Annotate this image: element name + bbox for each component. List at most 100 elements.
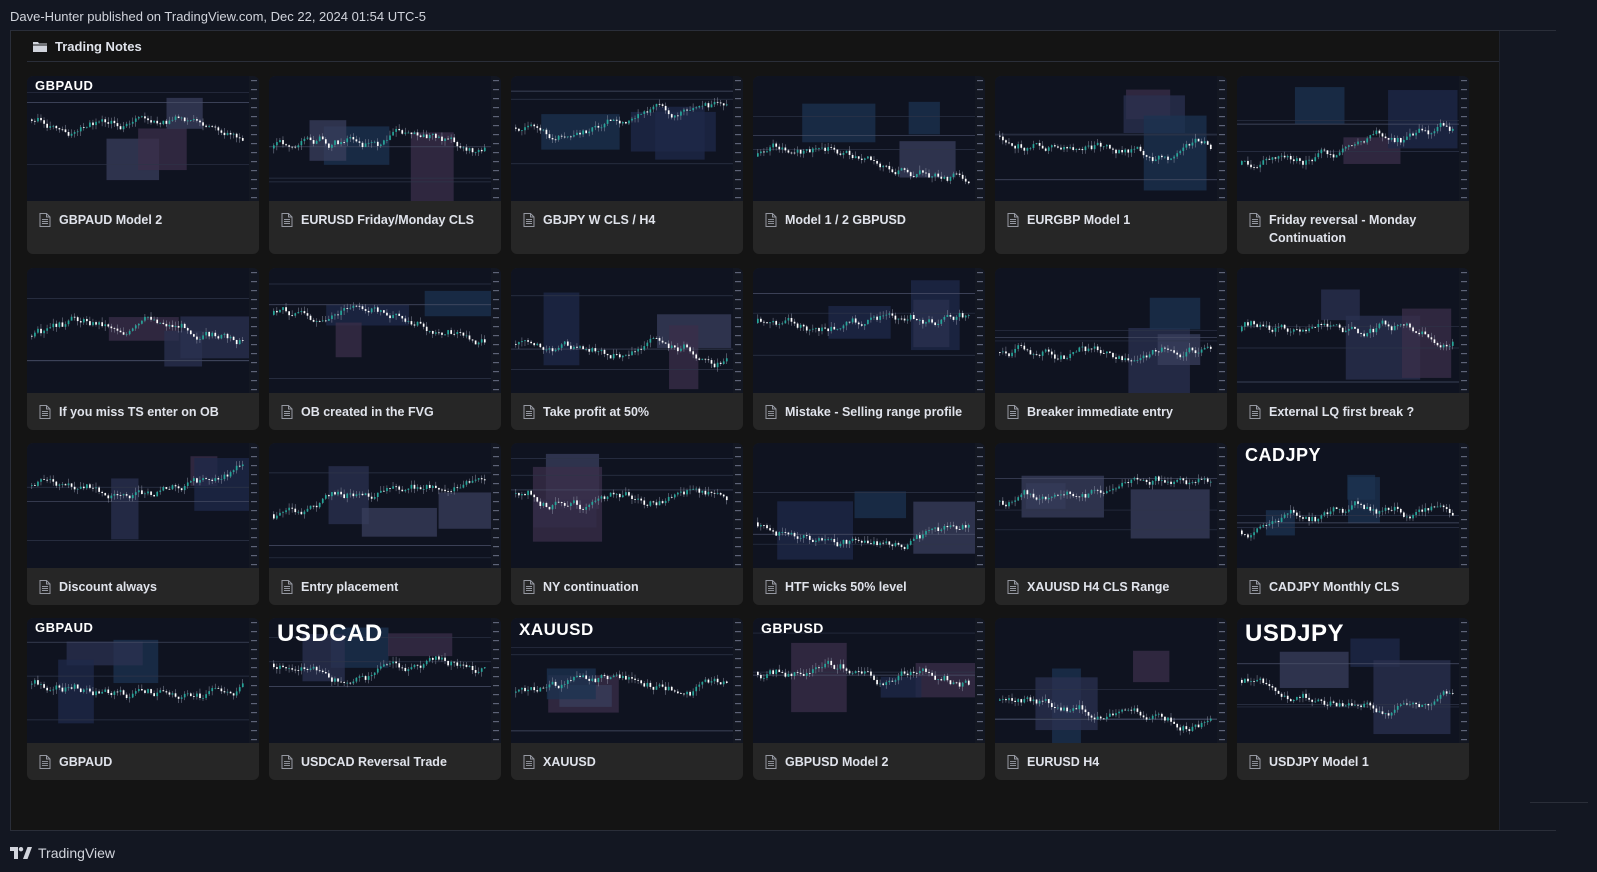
note-card[interactable]: OB created in the FVG	[269, 268, 501, 430]
note-title[interactable]: GBJPY W CLS / H4	[543, 213, 656, 227]
note-chart-thumbnail[interactable]: GBPAUD	[27, 618, 259, 743]
note-card[interactable]: HTF wicks 50% level	[753, 443, 985, 605]
note-title-row[interactable]: NY continuation	[523, 578, 733, 596]
note-chart-thumbnail[interactable]: USDJPY	[1237, 618, 1469, 743]
note-chart-thumbnail[interactable]	[1237, 76, 1469, 201]
note-title[interactable]: USDCAD Reversal Trade	[301, 755, 447, 769]
tradingview-logo-icon[interactable]	[10, 847, 32, 859]
note-chart-thumbnail[interactable]	[511, 76, 743, 201]
note-card[interactable]: Friday reversal - Monday Continuation	[1237, 76, 1469, 254]
note-chart-thumbnail[interactable]	[269, 76, 501, 201]
note-title-row[interactable]: GBPAUD Model 2	[39, 211, 249, 229]
note-title[interactable]: Breaker immediate entry	[1027, 405, 1173, 419]
note-chart-thumbnail[interactable]	[995, 268, 1227, 393]
note-title-row[interactable]: EURUSD Friday/Monday CLS	[281, 211, 491, 229]
note-chart-thumbnail[interactable]: GBPAUD	[27, 76, 259, 201]
note-title[interactable]: XAUUSD H4 CLS Range	[1027, 580, 1170, 594]
note-card[interactable]: Entry placement	[269, 443, 501, 605]
note-title[interactable]: GBPAUD	[59, 755, 113, 769]
note-chart-thumbnail[interactable]: CADJPY	[1237, 443, 1469, 568]
note-chart-thumbnail[interactable]	[269, 443, 501, 568]
note-title-row[interactable]: EURUSD H4	[1007, 753, 1217, 771]
note-card[interactable]: Discount always	[27, 443, 259, 605]
note-title-row[interactable]: OB created in the FVG	[281, 403, 491, 421]
note-card[interactable]: EURUSD H4	[995, 618, 1227, 780]
note-chart-thumbnail[interactable]	[995, 618, 1227, 743]
note-title[interactable]: If you miss TS enter on OB	[59, 405, 219, 419]
note-title[interactable]: Entry placement	[301, 580, 399, 594]
note-card[interactable]: External LQ first break ?	[1237, 268, 1469, 430]
note-chart-thumbnail[interactable]	[753, 268, 985, 393]
note-title[interactable]: CADJPY Monthly CLS	[1269, 580, 1400, 594]
note-title[interactable]: EURUSD Friday/Monday CLS	[301, 213, 474, 227]
note-title[interactable]: HTF wicks 50% level	[785, 580, 907, 594]
note-title[interactable]: GBPAUD Model 2	[59, 213, 163, 227]
note-title[interactable]: XAUUSD	[543, 755, 596, 769]
note-card[interactable]: Breaker immediate entry	[995, 268, 1227, 430]
note-chart-thumbnail[interactable]	[1237, 268, 1469, 393]
footer-brand[interactable]: TradingView	[38, 845, 116, 861]
note-title[interactable]: Take profit at 50%	[543, 405, 650, 419]
note-chart-thumbnail[interactable]	[511, 443, 743, 568]
note-card[interactable]: USDCAD USDCAD Reversal Trade	[269, 618, 501, 780]
note-card[interactable]: Model 1 / 2 GBPUSD	[753, 76, 985, 254]
note-title-row[interactable]: CADJPY Monthly CLS	[1249, 578, 1459, 596]
note-card[interactable]: If you miss TS enter on OB	[27, 268, 259, 430]
thumbnail-symbol-label: GBPAUD	[35, 620, 94, 635]
note-title-row[interactable]: XAUUSD	[523, 753, 733, 771]
note-title[interactable]: External LQ first break ?	[1269, 405, 1415, 419]
note-title-row[interactable]: Discount always	[39, 578, 249, 596]
note-title-row[interactable]: Model 1 / 2 GBPUSD	[765, 211, 975, 229]
note-title-row[interactable]: XAUUSD H4 CLS Range	[1007, 578, 1217, 596]
note-title-row[interactable]: Entry placement	[281, 578, 491, 596]
note-chart-thumbnail[interactable]: GBPUSD	[753, 618, 985, 743]
note-card[interactable]: USDJPY USDJPY Model 1	[1237, 618, 1469, 780]
note-card[interactable]: GBPAUD GBPAUD Model 2	[27, 76, 259, 254]
note-card[interactable]: CADJPY CADJPY Monthly CLS	[1237, 443, 1469, 605]
note-card[interactable]: XAUUSD XAUUSD	[511, 618, 743, 780]
note-title[interactable]: Mistake - Selling range profile	[785, 405, 963, 419]
note-card[interactable]: Mistake - Selling range profile	[753, 268, 985, 430]
note-title[interactable]: USDJPY Model 1	[1269, 755, 1369, 769]
note-chart-thumbnail[interactable]	[995, 443, 1227, 568]
note-chart-thumbnail[interactable]	[753, 443, 985, 568]
note-card[interactable]: GBPUSD GBPUSD Model 2	[753, 618, 985, 780]
note-chart-thumbnail[interactable]: XAUUSD	[511, 618, 743, 743]
note-chart-thumbnail[interactable]	[27, 443, 259, 568]
note-title-row[interactable]: Take profit at 50%	[523, 403, 733, 421]
note-title-row[interactable]: Friday reversal - Monday Continuation	[1249, 211, 1459, 247]
note-chart-thumbnail[interactable]	[511, 268, 743, 393]
note-title-row[interactable]: If you miss TS enter on OB	[39, 403, 249, 421]
note-title[interactable]: Model 1 / 2 GBPUSD	[785, 213, 906, 227]
note-title-row[interactable]: EURGBP Model 1	[1007, 211, 1217, 229]
note-card[interactable]: Take profit at 50%	[511, 268, 743, 430]
note-title[interactable]: NY continuation	[543, 580, 639, 594]
note-card[interactable]: NY continuation	[511, 443, 743, 605]
note-title[interactable]: Discount always	[59, 580, 157, 594]
note-title-row[interactable]: Breaker immediate entry	[1007, 403, 1217, 421]
note-chart-thumbnail[interactable]	[995, 76, 1227, 201]
note-title[interactable]: GBPUSD Model 2	[785, 755, 889, 769]
note-chart-thumbnail[interactable]	[269, 268, 501, 393]
note-title[interactable]: OB created in the FVG	[301, 405, 434, 419]
note-title-row[interactable]: External LQ first break ?	[1249, 403, 1459, 421]
note-chart-thumbnail[interactable]	[27, 268, 259, 393]
note-title-row[interactable]: GBJPY W CLS / H4	[523, 211, 733, 229]
note-title-row[interactable]: USDCAD Reversal Trade	[281, 753, 491, 771]
note-card[interactable]: GBJPY W CLS / H4	[511, 76, 743, 254]
note-chart-thumbnail[interactable]	[753, 76, 985, 201]
note-title-row[interactable]: USDJPY Model 1	[1249, 753, 1459, 771]
note-card[interactable]: GBPAUD GBPAUD	[27, 618, 259, 780]
note-title-row[interactable]: GBPUSD Model 2	[765, 753, 975, 771]
note-title-row[interactable]: HTF wicks 50% level	[765, 578, 975, 596]
note-document-icon	[1007, 213, 1019, 227]
note-card[interactable]: XAUUSD H4 CLS Range	[995, 443, 1227, 605]
note-title[interactable]: EURGBP Model 1	[1027, 213, 1131, 227]
note-title[interactable]: EURUSD H4	[1027, 755, 1100, 769]
note-card[interactable]: EURUSD Friday/Monday CLS	[269, 76, 501, 254]
note-title[interactable]: Friday reversal - Monday Continuation	[1269, 213, 1417, 245]
note-title-row[interactable]: Mistake - Selling range profile	[765, 403, 975, 421]
note-chart-thumbnail[interactable]: USDCAD	[269, 618, 501, 743]
note-card[interactable]: EURGBP Model 1	[995, 76, 1227, 254]
note-title-row[interactable]: GBPAUD	[39, 753, 249, 771]
